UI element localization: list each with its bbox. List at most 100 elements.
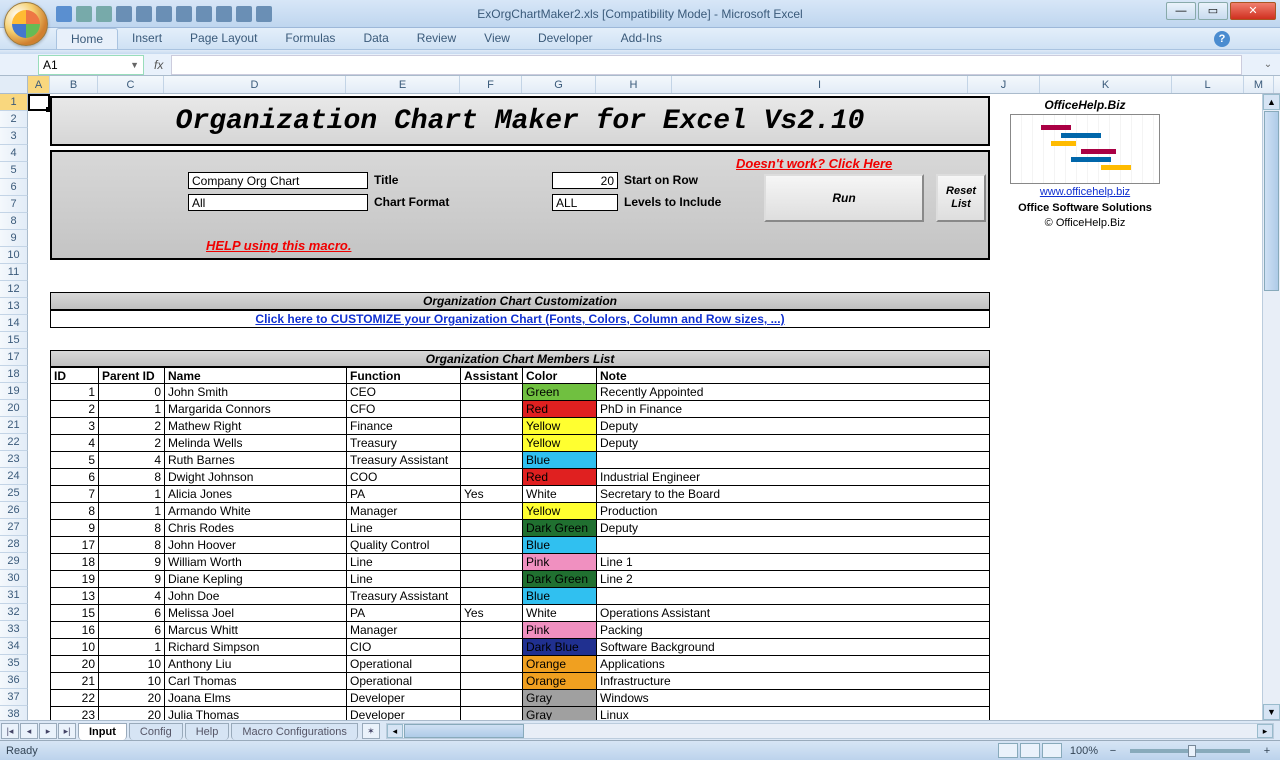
row-header[interactable]: 5 — [0, 162, 28, 179]
row-header[interactable]: 8 — [0, 213, 28, 230]
redo-icon[interactable] — [96, 6, 112, 22]
row-header[interactable]: 14 — [0, 315, 28, 332]
row-header[interactable]: 9 — [0, 230, 28, 247]
close-button[interactable]: ✕ — [1230, 2, 1276, 20]
page-layout-view-icon[interactable] — [1020, 743, 1040, 758]
promo-url-link[interactable]: www.officehelp.biz — [1040, 186, 1130, 198]
column-header[interactable]: C — [98, 76, 164, 93]
row-header[interactable]: 4 — [0, 145, 28, 162]
column-header[interactable]: A — [28, 76, 50, 93]
save-icon[interactable] — [56, 6, 72, 22]
prev-sheet-icon[interactable]: ◂ — [20, 723, 38, 739]
help-macro-link[interactable]: HELP using this macro. — [206, 238, 351, 253]
row-header[interactable]: 29 — [0, 553, 28, 570]
row-header[interactable]: 13 — [0, 298, 28, 315]
table-row[interactable]: 10John SmithCEOGreenRecently Appointed — [50, 384, 990, 401]
scroll-up-icon[interactable]: ▲ — [1263, 94, 1280, 110]
row-header[interactable]: 35 — [0, 655, 28, 672]
column-header[interactable]: L — [1172, 76, 1244, 93]
table-row[interactable]: 2010Anthony LiuOperationalOrangeApplicat… — [50, 656, 990, 673]
row-header[interactable]: 19 — [0, 383, 28, 400]
row-header[interactable]: 24 — [0, 468, 28, 485]
row-header[interactable]: 17 — [0, 349, 28, 366]
table-row[interactable]: 54Ruth BarnesTreasury AssistantBlue — [50, 452, 990, 469]
table-row[interactable]: 178John HooverQuality ControlBlue — [50, 537, 990, 554]
vertical-scrollbar[interactable]: ▲ ▼ — [1262, 94, 1280, 720]
table-row[interactable]: 98Chris RodesLineDark GreenDeputy — [50, 520, 990, 537]
hscroll-thumb[interactable] — [404, 724, 524, 738]
sheet-tab-macro-configurations[interactable]: Macro Configurations — [231, 723, 358, 740]
column-header[interactable]: I — [672, 76, 968, 93]
row-header[interactable]: 3 — [0, 128, 28, 145]
title-input[interactable]: Company Org Chart — [188, 172, 368, 189]
row-header[interactable]: 2 — [0, 111, 28, 128]
office-button[interactable] — [4, 2, 48, 46]
zoom-out-icon[interactable]: − — [1106, 745, 1120, 757]
row-header[interactable]: 20 — [0, 400, 28, 417]
row-header[interactable]: 21 — [0, 417, 28, 434]
qat-icon[interactable] — [136, 6, 152, 22]
qat-icon[interactable] — [116, 6, 132, 22]
ribbon-tab-view[interactable]: View — [470, 28, 524, 49]
row-header[interactable]: 34 — [0, 638, 28, 655]
levels-input[interactable]: ALL — [552, 194, 618, 211]
column-header[interactable]: G — [522, 76, 596, 93]
ribbon-tab-home[interactable]: Home — [56, 28, 118, 49]
column-header[interactable]: J — [968, 76, 1040, 93]
scroll-thumb[interactable] — [1264, 111, 1279, 291]
row-header[interactable]: 15 — [0, 332, 28, 349]
active-cell[interactable] — [28, 94, 50, 111]
table-row[interactable]: 166Marcus WhittManagerPinkPacking — [50, 622, 990, 639]
table-row[interactable]: 68Dwight JohnsonCOORedIndustrial Enginee… — [50, 469, 990, 486]
qat-icon[interactable] — [176, 6, 192, 22]
qat-icon[interactable] — [236, 6, 252, 22]
column-header[interactable]: D — [164, 76, 346, 93]
qat-icon[interactable] — [196, 6, 212, 22]
run-button[interactable]: Run — [764, 174, 924, 222]
chevron-down-icon[interactable]: ▼ — [130, 60, 139, 70]
table-row[interactable]: 42Melinda WellsTreasuryYellowDeputy — [50, 435, 990, 452]
row-header[interactable]: 23 — [0, 451, 28, 468]
table-row[interactable]: 189William WorthLinePinkLine 1 — [50, 554, 990, 571]
format-input[interactable]: All — [188, 194, 368, 211]
fx-icon[interactable]: fx — [146, 58, 171, 72]
column-header[interactable]: M — [1244, 76, 1274, 93]
table-row[interactable]: 21Margarida ConnorsCFORedPhD in Finance — [50, 401, 990, 418]
table-row[interactable]: 199Diane KeplingLineDark GreenLine 2 — [50, 571, 990, 588]
row-header[interactable]: 7 — [0, 196, 28, 213]
row-header[interactable]: 36 — [0, 672, 28, 689]
name-box[interactable]: A1 ▼ — [38, 55, 144, 75]
scroll-right-icon[interactable]: ▸ — [1257, 724, 1273, 738]
ribbon-tab-review[interactable]: Review — [403, 28, 470, 49]
ribbon-tab-data[interactable]: Data — [349, 28, 402, 49]
page-break-view-icon[interactable] — [1042, 743, 1062, 758]
row-header[interactable]: 38 — [0, 706, 28, 720]
minimize-button[interactable]: — — [1166, 2, 1196, 20]
help-icon[interactable]: ? — [1214, 31, 1230, 47]
row-header[interactable]: 26 — [0, 502, 28, 519]
last-sheet-icon[interactable]: ▸| — [58, 723, 76, 739]
row-header[interactable]: 25 — [0, 485, 28, 502]
sheet-tab-config[interactable]: Config — [129, 723, 183, 740]
sheet-tab-input[interactable]: Input — [78, 723, 127, 740]
row-header[interactable]: 10 — [0, 247, 28, 264]
table-row[interactable]: 2220Joana ElmsDeveloperGrayWindows — [50, 690, 990, 707]
row-header[interactable]: 30 — [0, 570, 28, 587]
row-header[interactable]: 28 — [0, 536, 28, 553]
table-row[interactable]: 101Richard SimpsonCIODark BlueSoftware B… — [50, 639, 990, 656]
next-sheet-icon[interactable]: ▸ — [39, 723, 57, 739]
ribbon-tab-page-layout[interactable]: Page Layout — [176, 28, 271, 49]
scroll-down-icon[interactable]: ▼ — [1263, 704, 1280, 720]
row-header[interactable]: 1 — [0, 94, 28, 111]
table-row[interactable]: 81Armando WhiteManagerYellowProduction — [50, 503, 990, 520]
qat-icon[interactable] — [256, 6, 272, 22]
ribbon-tab-insert[interactable]: Insert — [118, 28, 176, 49]
table-row[interactable]: 71Alicia JonesPAYesWhiteSecretary to the… — [50, 486, 990, 503]
zoom-in-icon[interactable]: + — [1260, 745, 1274, 757]
normal-view-icon[interactable] — [998, 743, 1018, 758]
table-row[interactable]: 134John DoeTreasury AssistantBlue — [50, 588, 990, 605]
undo-icon[interactable] — [76, 6, 92, 22]
column-header[interactable]: E — [346, 76, 460, 93]
ribbon-tab-formulas[interactable]: Formulas — [271, 28, 349, 49]
qat-icon[interactable] — [216, 6, 232, 22]
